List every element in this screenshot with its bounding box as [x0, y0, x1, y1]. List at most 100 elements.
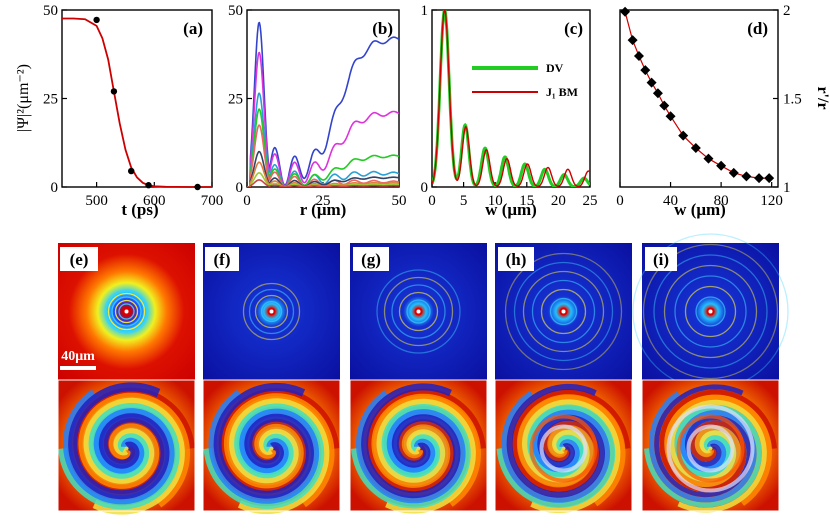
phase-frame-f [202, 379, 341, 512]
density-ring-i [684, 285, 737, 338]
c-xtick-label-2: 10 [488, 193, 503, 209]
b-ytick-label-0: 0 [236, 180, 244, 196]
label-box-i [645, 247, 677, 271]
label-box-e [60, 247, 98, 271]
phase-frame-g [349, 379, 488, 512]
c-xtick-label-0: 0 [428, 193, 436, 209]
x-axis-label-c: w (μm) [485, 200, 537, 219]
d-data-marker [741, 171, 752, 182]
d-data-marker [652, 88, 663, 99]
a-data-point [93, 16, 100, 24]
phase-ring-i [666, 404, 755, 493]
density-ring-i [663, 264, 758, 359]
phase-spiral-e [62, 389, 175, 505]
phase-ring-h [539, 424, 588, 473]
density-ring-h [513, 261, 614, 362]
density-ring-i [695, 296, 726, 327]
d-xtick-label-2: 80 [714, 193, 729, 209]
phase-spiral-g [351, 404, 471, 509]
legend-c: DV J₁ BM [472, 61, 578, 99]
phase-spiral-f [228, 398, 330, 515]
density-ring-h [549, 297, 578, 326]
image-label-f: (f) [214, 250, 231, 269]
d-data-marker [665, 111, 676, 122]
a-xtick-label-1: 600 [143, 193, 166, 209]
density-ring-g [391, 284, 446, 339]
b-ytick-label-1: 25 [228, 92, 243, 108]
d-data-marker [764, 173, 775, 184]
density-ring-e [118, 303, 135, 320]
vortex-core-f [267, 307, 276, 316]
phase-spiral-e [58, 403, 180, 510]
marks-c [432, 10, 590, 187]
a-fit-line [62, 17, 212, 188]
a-data-point [194, 183, 201, 191]
density-ring-f [260, 300, 283, 323]
density-ring-f [248, 288, 295, 335]
phase-spiral-g [355, 390, 466, 504]
label-box-h [498, 247, 534, 271]
b-curve-8 [247, 179, 399, 187]
d-xtick-label-3: 120 [760, 193, 783, 209]
b-xtick-label-0: 0 [243, 193, 251, 209]
c-xtick-label-3: 15 [519, 193, 534, 209]
x-axis-label-d: w (μm) [674, 200, 726, 219]
marks-b [247, 21, 399, 187]
d-ytick-label-0: 1 [783, 180, 791, 196]
phase-frame-i [641, 379, 780, 512]
c-ytick-label-0: 0 [421, 180, 429, 196]
b-xtick-label-2: 50 [392, 193, 407, 209]
a-ytick-label-1: 25 [43, 92, 58, 108]
panel-label-c: (c) [564, 19, 583, 38]
phase-spiral-e [68, 382, 170, 500]
d-xtick-label-0: 0 [616, 193, 624, 209]
d-data-marker [627, 35, 638, 46]
d-fit-line [624, 11, 770, 179]
c-xtick-label-1: 5 [460, 193, 468, 209]
panel-label-a: (a) [183, 19, 203, 38]
phase-spiral-e [78, 392, 191, 508]
phase-spiral-f [208, 389, 320, 504]
d-data-marker [640, 65, 651, 76]
c-ytick-label-1: 1 [421, 3, 429, 19]
a-xtick-label-2: 700 [201, 193, 224, 209]
image-labels: (e) (f) (g) (h) (i) 40μm [60, 247, 677, 370]
phase-ring-i [686, 424, 735, 473]
label-box-f [205, 247, 239, 271]
d-ytick-label-1: 1.5 [783, 92, 802, 108]
d-data-marker [620, 6, 631, 17]
a-data-point [128, 167, 135, 175]
a-xtick-label-0: 500 [85, 193, 108, 209]
b-curve-5 [247, 150, 399, 187]
phase-spiral-g [371, 393, 482, 507]
d-xtick-label-1: 40 [663, 193, 678, 209]
density-ring-g [383, 276, 454, 347]
density-ring-h [531, 279, 596, 344]
b-curve-2 [247, 92, 399, 187]
phase-ring-i [676, 414, 745, 483]
d-data-marker [678, 130, 689, 141]
y-axis-label-a: |Ψ|²(μm⁻²) [15, 64, 32, 132]
panel-b: 0 25 50 0 25 50 (b) r (μm) [228, 3, 407, 219]
vortex-core-e [122, 307, 131, 316]
image-label-h: (h) [506, 250, 527, 269]
d-ytick-label-2: 2 [783, 3, 791, 19]
vortex-core-h [559, 307, 568, 316]
b-xtick-label-1: 25 [316, 193, 331, 209]
scale-bar-label: 40μm [61, 349, 95, 364]
density-images-row [58, 233, 789, 390]
c-curve-bm [432, 10, 590, 187]
density-ring-i [653, 254, 768, 369]
phase-ring-h [529, 414, 598, 483]
d-data-marker [716, 160, 727, 171]
d-data-marker [646, 77, 657, 88]
phase-spiral-f [218, 387, 340, 494]
density-ring-g [376, 269, 461, 354]
density-ring-e [111, 296, 142, 327]
plot-frame-c [431, 9, 591, 188]
marks-d [620, 6, 775, 184]
legend-label-bm: J₁ BM [546, 85, 578, 99]
d-data-marker [728, 167, 739, 178]
ticks-b: 0 25 50 0 25 50 [228, 3, 407, 209]
